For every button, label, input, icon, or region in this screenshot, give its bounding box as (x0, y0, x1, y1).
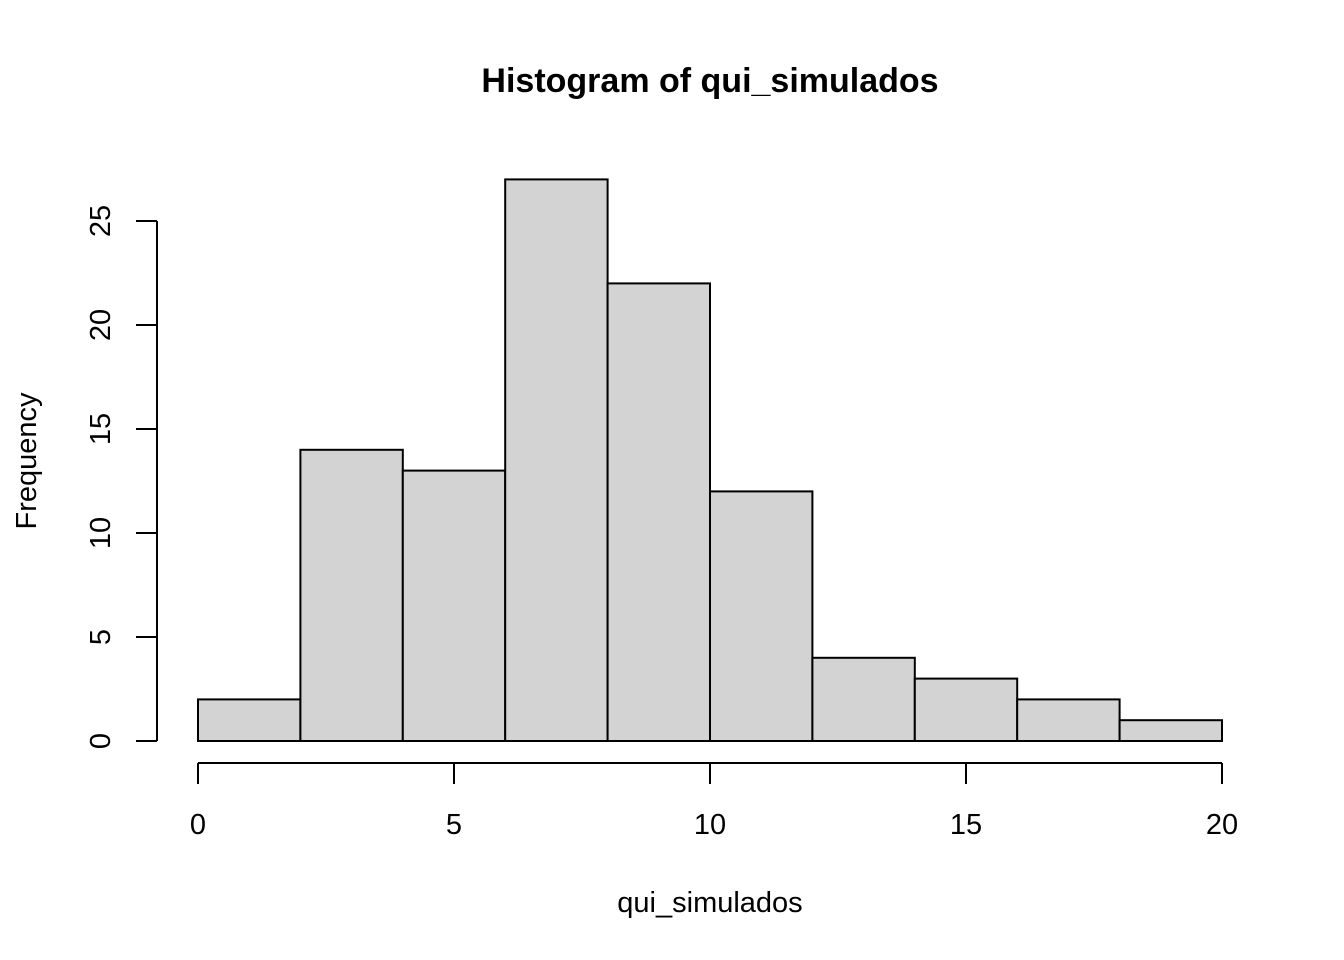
x-tick-label: 10 (694, 809, 726, 841)
histogram-bar-3 (504, 178, 609, 742)
y-tick-label: 10 (85, 517, 117, 549)
bars-group (197, 178, 1223, 743)
chart-title: Histogram of qui_simulados (481, 62, 938, 100)
x-tick-label: 5 (446, 809, 462, 841)
y-tick-label: 20 (85, 309, 117, 341)
y-tick-label: 5 (85, 629, 117, 645)
x-axis-label: qui_simulados (617, 887, 802, 919)
y-axis: 0 5 10 15 20 25 (85, 205, 158, 749)
histogram-bar-0 (197, 698, 302, 743)
histogram-bar-2 (401, 469, 507, 742)
y-tick-label: 25 (85, 205, 117, 237)
y-tick-label: 0 (85, 733, 117, 749)
x-axis: 0 5 10 15 20 (190, 762, 1238, 841)
histogram-bar-1 (299, 448, 404, 742)
x-tick-label: 20 (1206, 809, 1238, 841)
histogram-bar-6 (811, 656, 916, 742)
histogram-bar-9 (1118, 719, 1223, 743)
histogram-bar-5 (709, 490, 814, 742)
x-tick-label: 0 (190, 809, 206, 841)
histogram-bar-7 (913, 677, 1019, 742)
histogram-bar-4 (606, 282, 711, 742)
y-axis-label: Frequency (11, 392, 43, 530)
y-tick-label: 15 (85, 413, 117, 445)
histogram-bar-8 (1016, 698, 1121, 743)
x-tick-label: 15 (950, 809, 982, 841)
